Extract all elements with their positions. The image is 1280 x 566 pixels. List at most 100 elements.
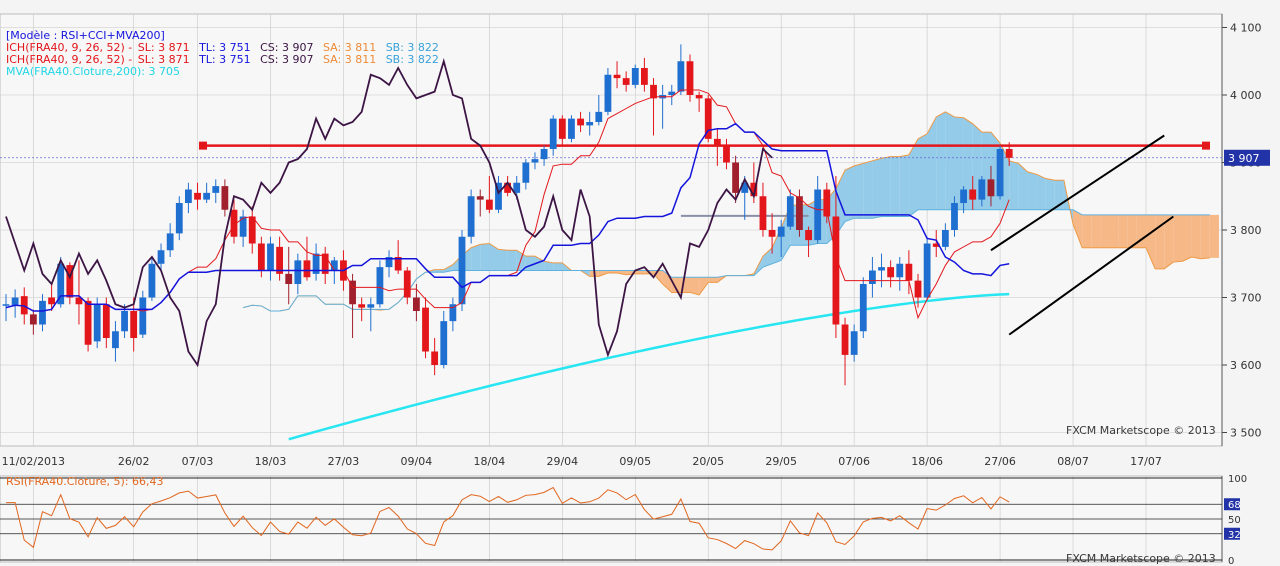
candle-bull <box>786 196 794 227</box>
candle-bear <box>713 138 721 146</box>
candle-bear <box>622 78 630 85</box>
time-tick-label: 18/03 <box>255 455 287 468</box>
candle-bull <box>185 189 192 203</box>
candle-bull <box>121 311 128 332</box>
candle-bear <box>431 351 439 365</box>
cloud-segment <box>708 277 718 283</box>
candle-bear <box>194 192 201 200</box>
time-tick-label: 07/06 <box>838 455 870 468</box>
time-tick-label: 09/05 <box>619 455 651 468</box>
cloud-segment <box>1118 214 1128 248</box>
time-tick-label: 18/06 <box>911 455 943 468</box>
candle-bull <box>440 321 448 365</box>
candle-bull <box>385 257 393 268</box>
cloud-segment <box>945 111 955 210</box>
rsi-level-label: 100 <box>1228 474 1247 485</box>
legend-ich-sa: SA: 3 811 <box>322 53 377 66</box>
candle-bull <box>568 118 575 139</box>
candle-bear <box>485 199 493 210</box>
price-tick-label: 4 100 <box>1230 22 1262 35</box>
rsi-level-label: 32 <box>1228 530 1241 541</box>
time-tick-label: 29/04 <box>546 455 578 468</box>
cloud-segment <box>1073 209 1083 248</box>
candle-bull <box>467 196 475 237</box>
candle-bull <box>203 192 211 200</box>
candle-bear <box>750 182 758 197</box>
time-tick-label: 08/07 <box>1057 455 1089 468</box>
candle-bear <box>48 297 55 305</box>
cloud-segment <box>480 243 490 271</box>
candle-bear <box>102 304 110 338</box>
candle-bear <box>723 145 730 163</box>
candle-bear <box>422 307 429 352</box>
candle-bear <box>577 118 584 126</box>
cloud-segment <box>671 277 681 293</box>
cloud-segment <box>1045 178 1055 210</box>
candle-bull <box>777 226 785 237</box>
legend-mva: MVA(FRA40.Cloture,200): 3 705 <box>6 65 180 78</box>
cloud-segment <box>553 262 563 271</box>
cloud-segment <box>635 270 645 274</box>
chikou-line <box>5 57 773 368</box>
candle-bull <box>139 297 147 335</box>
candle-bear <box>823 189 831 217</box>
cloud-segment <box>899 154 909 217</box>
cloud-segment <box>1146 214 1156 269</box>
candle-bull <box>239 216 247 237</box>
candle-bull <box>978 179 986 200</box>
cloud-segment <box>845 165 855 222</box>
mva200-line <box>288 292 1010 441</box>
time-tick-label: 17/07 <box>1130 455 1162 468</box>
candle-bull <box>549 118 557 149</box>
candle-bear <box>969 189 977 200</box>
cloud-segment <box>507 250 517 271</box>
candle-bear <box>285 273 293 284</box>
cloud-segment <box>881 156 891 217</box>
candle-bear <box>613 74 621 79</box>
cloud-segment <box>1127 214 1137 248</box>
cloud-segment <box>534 256 545 271</box>
candle-bear <box>358 304 366 308</box>
candle-bear <box>84 300 92 345</box>
legend-ich-cs: CS: 3 907 <box>260 41 314 54</box>
candle-bear <box>704 98 712 139</box>
chart-legend: [Modèle : RSI+CCI+MVA200] ICH(FRA40, 9, … <box>6 30 445 78</box>
cloud-segment <box>607 270 618 274</box>
cloud-segment <box>1018 163 1028 210</box>
cloud-segment <box>690 277 700 295</box>
candle-bear <box>130 311 138 338</box>
candle-bull <box>57 263 65 305</box>
candle-bear <box>66 265 74 298</box>
candle-bear <box>413 297 420 311</box>
candle-bear <box>504 182 511 193</box>
cloud-segment <box>489 243 499 271</box>
candle-bull <box>996 149 1004 197</box>
legend-ich-cs: CS: 3 907 <box>260 53 314 66</box>
time-tick-label: 26/02 <box>118 455 150 468</box>
cloud-segment <box>1209 214 1219 258</box>
cloud-segment <box>1100 214 1110 248</box>
candle-bear <box>394 257 402 271</box>
legend-ich-tl: TL: 3 751 <box>199 41 251 54</box>
rsi-level-badge <box>1224 498 1240 511</box>
candle-bear <box>905 263 913 281</box>
resistance-handle-right <box>1202 141 1210 150</box>
legend-ich-sa: SA: 3 811 <box>322 41 377 54</box>
cloud-segment <box>471 244 481 271</box>
candle-bear <box>768 230 776 237</box>
cloud-segment <box>762 247 773 268</box>
price-tick-label: 3 700 <box>1230 292 1262 305</box>
legend-ichimoku-2: ICH(FRA40, 9, 26, 52) - SL: 3 871 TL: 3 … <box>6 54 445 66</box>
candle-bear <box>887 267 895 278</box>
last-price-label: 3 907 <box>1228 152 1260 165</box>
candle-bull <box>869 270 876 284</box>
rsi-level-badge <box>1224 527 1240 540</box>
candle-bear <box>403 270 411 298</box>
cloud-segment <box>1182 214 1192 262</box>
resistance-handle-left <box>199 141 207 150</box>
candle-bull <box>157 250 165 264</box>
candle-bear <box>257 243 265 271</box>
candle-bull <box>631 68 639 85</box>
candle-bull <box>148 263 156 298</box>
candle-bear <box>932 243 940 247</box>
